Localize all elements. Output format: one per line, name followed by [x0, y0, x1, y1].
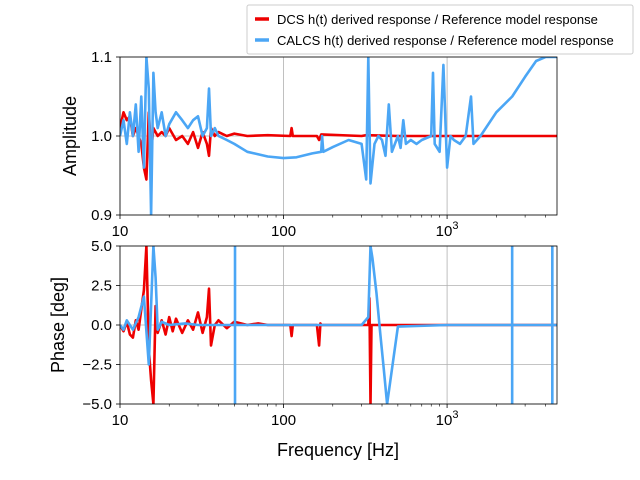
y-tick-label: 2.5 — [91, 278, 112, 295]
legend: DCS h(t) derived response / Reference mo… — [246, 4, 634, 55]
calcs-amp-line — [120, 57, 557, 215]
y-tick-label: 0.0 — [91, 317, 112, 334]
y-tick-label: 0.9 — [91, 207, 112, 224]
phase-y-ticks: −5.0 −2.5 0.0 2.5 5.0 — [82, 238, 120, 413]
dcs-ph-line — [120, 246, 557, 404]
y-tick-label: 5.0 — [91, 238, 112, 255]
calcs-ph-line — [120, 246, 557, 404]
y-tick-label: 1.1 — [91, 49, 112, 66]
x-tick-label: 100 — [271, 412, 296, 429]
legend-box — [246, 4, 634, 55]
phase-axis-label: Phase [deg] — [48, 277, 68, 373]
amplitude-series — [120, 57, 557, 215]
y-tick-label: −2.5 — [82, 357, 112, 374]
x-tick-label: 10 — [112, 223, 129, 240]
y-tick-label: −5.0 — [82, 396, 112, 413]
phase-x-ticks: 10 100 103 — [112, 404, 546, 429]
x-tick-label: 103 — [436, 409, 459, 429]
phase-series — [120, 246, 557, 404]
x-axis-label: Frequency [Hz] — [277, 440, 399, 460]
legend-label-dcs: DCS h(t) derived response / Reference mo… — [277, 12, 598, 27]
x-tick-label: 10 — [112, 412, 129, 429]
amplitude-x-ticks: 10 100 103 — [112, 215, 546, 240]
amplitude-axis-label: Amplitude — [60, 96, 80, 176]
y-tick-label: 1.0 — [91, 128, 112, 145]
phase-panel: −5.0 −2.5 0.0 2.5 5.0 10 100 103 Phase [deg] — [48, 238, 558, 429]
amplitude-panel: 0.9 1.0 1.1 10 100 103 Amplitude — [60, 49, 558, 240]
x-tick-label: 100 — [271, 223, 296, 240]
amplitude-y-ticks: 0.9 1.0 1.1 — [91, 49, 120, 224]
x-tick-label: 103 — [436, 220, 459, 240]
legend-label-calcs: CALCS h(t) derived response / Reference … — [277, 33, 614, 48]
